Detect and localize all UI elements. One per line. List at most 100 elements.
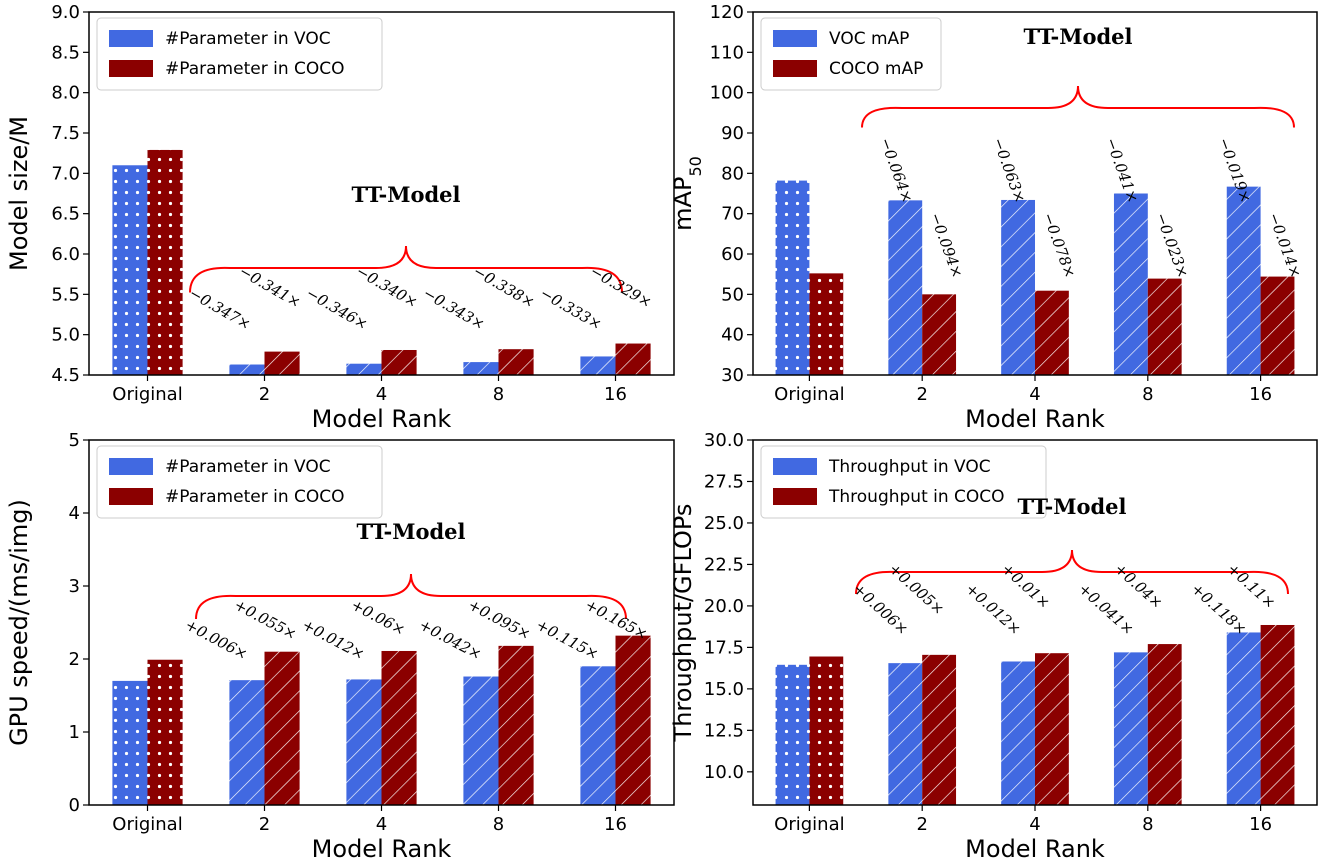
legend-swatch — [109, 60, 153, 77]
x-tick-label: Original — [112, 814, 182, 835]
y-tick-label: 1 — [69, 722, 80, 743]
x-tick-label: 4 — [376, 814, 387, 835]
bar — [809, 656, 844, 805]
x-tick-label: Original — [774, 384, 844, 405]
y-tick-label: 5 — [69, 430, 80, 451]
y-tick-label: 120 — [710, 2, 744, 23]
legend-swatch — [773, 60, 817, 77]
x-tick-label: Original — [774, 814, 844, 835]
y-tick-label: 9.0 — [51, 2, 80, 23]
bar — [112, 680, 148, 805]
x-tick-label: 4 — [1029, 814, 1040, 835]
bar — [147, 149, 183, 375]
legend-box — [96, 17, 383, 91]
bar — [381, 349, 417, 375]
legend-label: Throughput in VOC — [828, 457, 991, 477]
x-tick-label: 2 — [259, 814, 270, 835]
y-tick-label: 15.0 — [704, 679, 744, 700]
chart-panel: 30 40 50 60 70 80 90 100 110 120 Original 2 4 8 16 Mode… — [669, 2, 1318, 433]
legend-swatch — [773, 488, 817, 505]
y-tick-label: 110 — [710, 42, 744, 63]
ratio-label: −0.078× — [1039, 210, 1079, 280]
bar — [346, 363, 382, 375]
x-tick-label: 16 — [604, 814, 627, 835]
ratio-label: +0.055× — [231, 596, 300, 644]
bar — [264, 351, 300, 375]
y-tick-label: 30 — [721, 365, 744, 386]
ratio-label: +0.006× — [182, 616, 251, 664]
bar — [229, 680, 265, 805]
ratio-label: −0.347× — [186, 284, 254, 334]
bar — [775, 180, 810, 375]
y-tick-label: 80 — [721, 163, 744, 184]
y-tick-label: 20.0 — [704, 596, 744, 617]
x-tick-label: 2 — [259, 384, 270, 405]
ratio-label: −0.041× — [1102, 135, 1142, 205]
y-tick-label: 4.5 — [51, 365, 80, 386]
x-tick-label: 8 — [493, 384, 504, 405]
ratio-label: +0.042× — [416, 616, 485, 664]
bar — [147, 659, 183, 805]
y-tick-label: 40 — [721, 325, 744, 346]
y-axis-title: mAP50 — [669, 156, 705, 231]
bar — [498, 645, 534, 805]
ratio-label: −0.346× — [303, 284, 371, 334]
y-tick-label: 22.5 — [704, 554, 744, 575]
bar — [1226, 186, 1261, 375]
bar — [112, 165, 148, 375]
legend-swatch — [109, 458, 153, 475]
bar — [615, 343, 651, 375]
bar — [1001, 661, 1035, 805]
chart-panel: 4.5 5.0 5.5 6.0 6.5 7.0 7.5 8.0 8.5 9.0 Original 2 4… — [5, 2, 675, 433]
legend-swatch — [773, 458, 817, 475]
bar — [346, 679, 382, 805]
x-tick-label: 16 — [604, 384, 627, 405]
chart-panel: 10.0 12.5 15.0 17.5 20.0 22.5 25.0 27.5 30.0 Orig… — [669, 430, 1318, 863]
y-axis-title-main: GPU speed/(ms/img) — [5, 499, 33, 746]
bar — [463, 676, 499, 805]
y-tick-label: 90 — [721, 123, 744, 144]
tt-model-brace — [855, 549, 1289, 595]
legend-swatch — [109, 488, 153, 505]
y-axis-title-subscript: 50 — [686, 156, 705, 176]
tt-model-brace — [861, 85, 1295, 128]
ratio-label: −0.063× — [989, 135, 1029, 205]
bar — [1035, 290, 1069, 375]
y-tick-label: 6.0 — [51, 244, 80, 265]
ratio-label: +0.06× — [348, 596, 408, 639]
x-axis-title: Model Rank — [965, 835, 1105, 863]
legend-box — [760, 445, 1047, 519]
x-axis-title: Model Rank — [312, 405, 452, 433]
ratio-label: −0.329× — [587, 262, 655, 312]
bar — [888, 663, 923, 805]
bar — [922, 294, 957, 375]
x-tick-label: 4 — [1029, 384, 1040, 405]
bar — [498, 349, 534, 375]
ratio-label: −0.343× — [420, 284, 488, 334]
x-tick-label: 4 — [376, 384, 387, 405]
y-tick-label: 30.0 — [704, 430, 744, 451]
ratio-label: −0.023× — [1152, 210, 1192, 280]
x-tick-label: Original — [112, 384, 182, 405]
chart-panels: 4.5 5.0 5.5 6.0 6.5 7.0 7.5 8.0 8.5 9.0 Original 2 4… — [5, 2, 1318, 863]
ratio-label: +0.01× — [998, 560, 1054, 613]
y-tick-label: 5.0 — [51, 325, 80, 346]
ratio-label: +0.012× — [299, 616, 368, 664]
legend-label: #Parameter in VOC — [165, 29, 331, 49]
y-tick-label: 8.0 — [51, 83, 80, 104]
legend-swatch — [773, 30, 817, 47]
ratio-label: −0.340× — [353, 262, 421, 312]
bar — [1035, 653, 1069, 805]
bar — [1226, 632, 1261, 805]
y-tick-label: 12.5 — [704, 720, 744, 741]
bar — [888, 200, 923, 375]
y-tick-label: 100 — [710, 83, 744, 104]
bar — [1001, 199, 1035, 375]
legend-label: #Parameter in COCO — [165, 487, 345, 507]
y-axis-title-main: Throughput/GFLOPs — [669, 504, 697, 743]
bar — [580, 666, 616, 805]
tt-model-label: TT-Model — [1017, 494, 1126, 519]
ratio-label: +0.04× — [1111, 560, 1167, 613]
bar — [809, 273, 844, 375]
y-tick-label: 10.0 — [704, 762, 744, 783]
